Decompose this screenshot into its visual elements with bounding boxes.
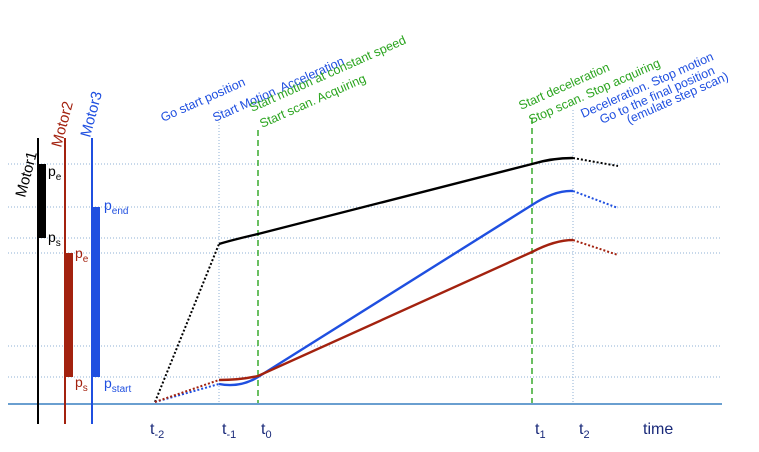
event-constant-speed: Start motion at constant speed: [248, 33, 409, 115]
motor2-approach: [154, 379, 220, 403]
motor1-ps-label: ps: [48, 229, 61, 249]
motor1-pe-label: pe: [48, 163, 62, 183]
motor3-bar: [91, 138, 100, 424]
motor2-pe-label: pe: [75, 245, 89, 265]
motor2-return: [572, 239, 619, 256]
motor1-range: [38, 164, 46, 238]
motor2-bar: [64, 138, 73, 424]
motor2-title: Motor2: [48, 100, 77, 149]
motor3-trajectory: [154, 189, 619, 403]
time-label-t-1: t-1: [222, 421, 236, 441]
event-go-start-position: Go start position: [159, 75, 248, 125]
green-markers: [257, 118, 533, 405]
time-label-t2: t2: [579, 421, 590, 441]
time-label-t1: t1: [535, 421, 546, 441]
motor3-return: [572, 190, 619, 209]
motor1-bar: [37, 138, 46, 424]
motor3-title: Motor3: [77, 90, 106, 139]
motor3-approach: [154, 383, 220, 403]
time-axis-label: time: [643, 421, 673, 438]
motor3-range: [92, 207, 100, 377]
motor2-trajectory: [154, 238, 619, 403]
motor1-trajectory: [154, 156, 619, 403]
time-markers: [218, 110, 574, 405]
time-label-t0: t0: [261, 421, 272, 441]
motor1-return: [572, 157, 619, 167]
motor2-range: [65, 253, 73, 377]
motor2-ps-label: ps: [75, 374, 88, 394]
guide-lines: [8, 163, 722, 378]
time-label-t-2: t-2: [150, 421, 164, 441]
motor1-approach: [154, 243, 220, 403]
motor3-scan: [218, 189, 574, 387]
motor3-pend-label: pend: [104, 197, 128, 217]
motor1-title: Motor1: [12, 150, 41, 199]
motor2-scan: [218, 238, 574, 382]
motor3-pstart-label: pstart: [104, 375, 131, 395]
motor1-scan: [218, 156, 574, 246]
